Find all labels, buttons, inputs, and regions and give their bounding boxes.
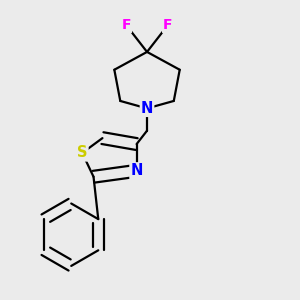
- Text: N: N: [130, 163, 143, 178]
- Text: N: N: [141, 101, 153, 116]
- Text: S: S: [77, 146, 88, 160]
- Text: F: F: [122, 18, 131, 32]
- Text: F: F: [163, 18, 172, 32]
